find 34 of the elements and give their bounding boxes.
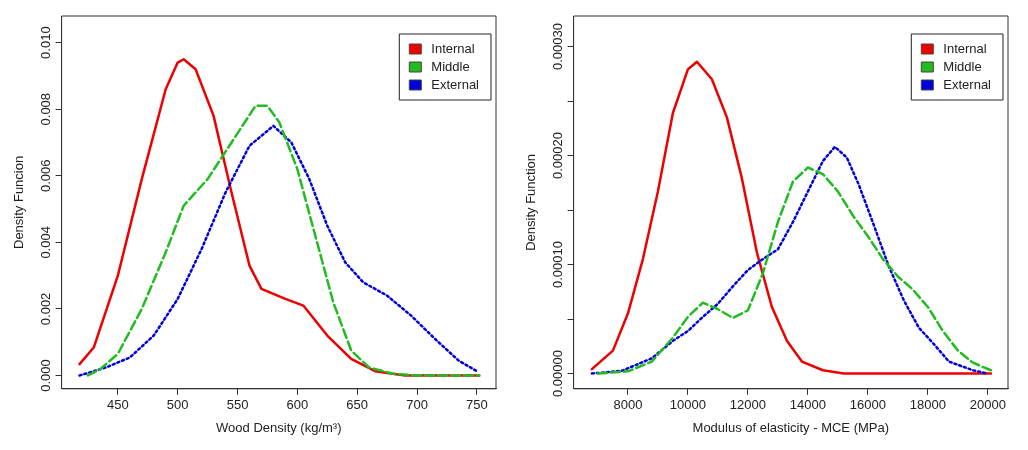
x-axis-title: Wood Density (kg/m³) [216,419,342,435]
y-tick-label: 0.002 [37,292,53,326]
x-tick-label: 20000 [969,397,1006,413]
x-axis-title: Modulus of elasticity - MCE (MPa) [692,419,890,435]
y-tick-label: 0.010 [37,26,53,59]
x-tick-label: 600 [286,397,309,413]
y-tick-label: 0.004 [37,226,53,259]
x-tick-label: 12000 [729,397,766,413]
x-tick-label: 14000 [789,397,826,413]
legend-label: Internal [943,40,987,56]
y-tick-label: 0.00010 [549,241,565,289]
y-axis-title: Density Function [523,153,539,251]
legend-label: Internal [431,40,475,56]
x-tick-label: 8000 [613,397,643,413]
x-tick-label: 18000 [909,397,946,413]
y-tick-label: 0.008 [37,92,53,126]
legend-label: Middle [431,58,470,74]
y-axis-title: Density Funcion [11,155,27,250]
y-tick-label: 0.00000 [549,350,565,398]
x-tick-label: 550 [226,397,249,413]
legend-label: External [943,76,992,92]
x-tick-label: 16000 [849,397,886,413]
y-tick-label: 0.00020 [549,132,565,180]
legend-label: External [431,76,480,92]
y-tick-label: 0.00030 [549,23,565,71]
x-tick-label: 650 [346,397,369,413]
x-tick-label: 500 [166,397,189,413]
x-tick-label: 450 [106,397,129,413]
y-tick-label: 0.000 [37,359,53,392]
legend-label: Middle [943,58,982,74]
x-tick-label: 700 [406,397,428,413]
y-tick-label: 0.006 [37,159,53,193]
x-tick-label: 750 [466,397,488,413]
x-tick-label: 10000 [669,397,706,413]
